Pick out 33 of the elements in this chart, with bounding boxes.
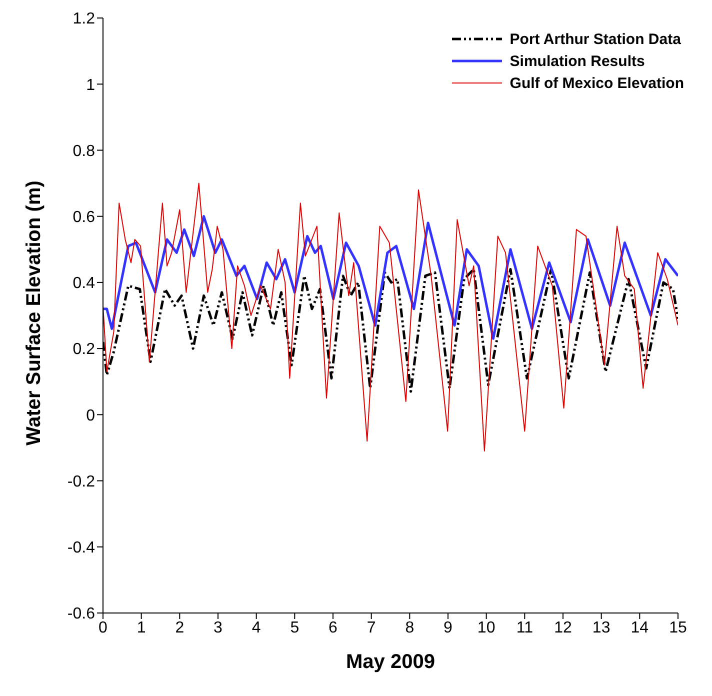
x-tick-label: 13 xyxy=(592,619,610,636)
y-tick-label: 0 xyxy=(86,407,96,424)
y-tick-label: 0.2 xyxy=(72,341,96,358)
y-tick-label: 0.8 xyxy=(72,142,96,160)
x-tick-label: 1 xyxy=(136,619,146,636)
legend-label: Port Arthur Station Data xyxy=(510,30,681,48)
line-series xyxy=(103,215,678,340)
x-tick-label: 2 xyxy=(175,619,184,636)
x-tick-label: 4 xyxy=(252,619,261,636)
x-tick-label: 0 xyxy=(98,619,108,636)
x-tick-label: 6 xyxy=(328,619,338,636)
x-tick-label: 3 xyxy=(214,619,223,636)
x-tick-label: 8 xyxy=(405,619,414,636)
y-tick-label: 0.4 xyxy=(72,275,96,292)
y-axis-title: Water Surface Elevation (m) xyxy=(23,180,46,446)
y-tick-label: 1.2 xyxy=(72,10,96,28)
x-tick-label: 15 xyxy=(669,619,687,636)
legend-label: Gulf of Mexico Elevation xyxy=(510,74,684,92)
x-tick-label: 10 xyxy=(477,619,496,636)
x-tick-label: 5 xyxy=(290,619,300,636)
x-tick-label: 7 xyxy=(366,619,376,636)
x-tick-label: 9 xyxy=(444,619,453,636)
y-tick-label: 1 xyxy=(86,76,96,94)
legend-label: Simulation Results xyxy=(510,52,645,70)
line-series xyxy=(103,182,678,452)
x-tick-label: 11 xyxy=(516,619,534,636)
x-tick-label: 14 xyxy=(630,619,649,636)
x-axis-title: May 2009 xyxy=(346,651,435,673)
y-tick-label: -0.2 xyxy=(67,473,96,490)
y-tick-label: -0.4 xyxy=(67,540,96,557)
y-tick-label: -0.6 xyxy=(67,606,96,623)
y-tick-label: 0.6 xyxy=(72,209,96,226)
x-tick-label: 12 xyxy=(554,619,572,636)
